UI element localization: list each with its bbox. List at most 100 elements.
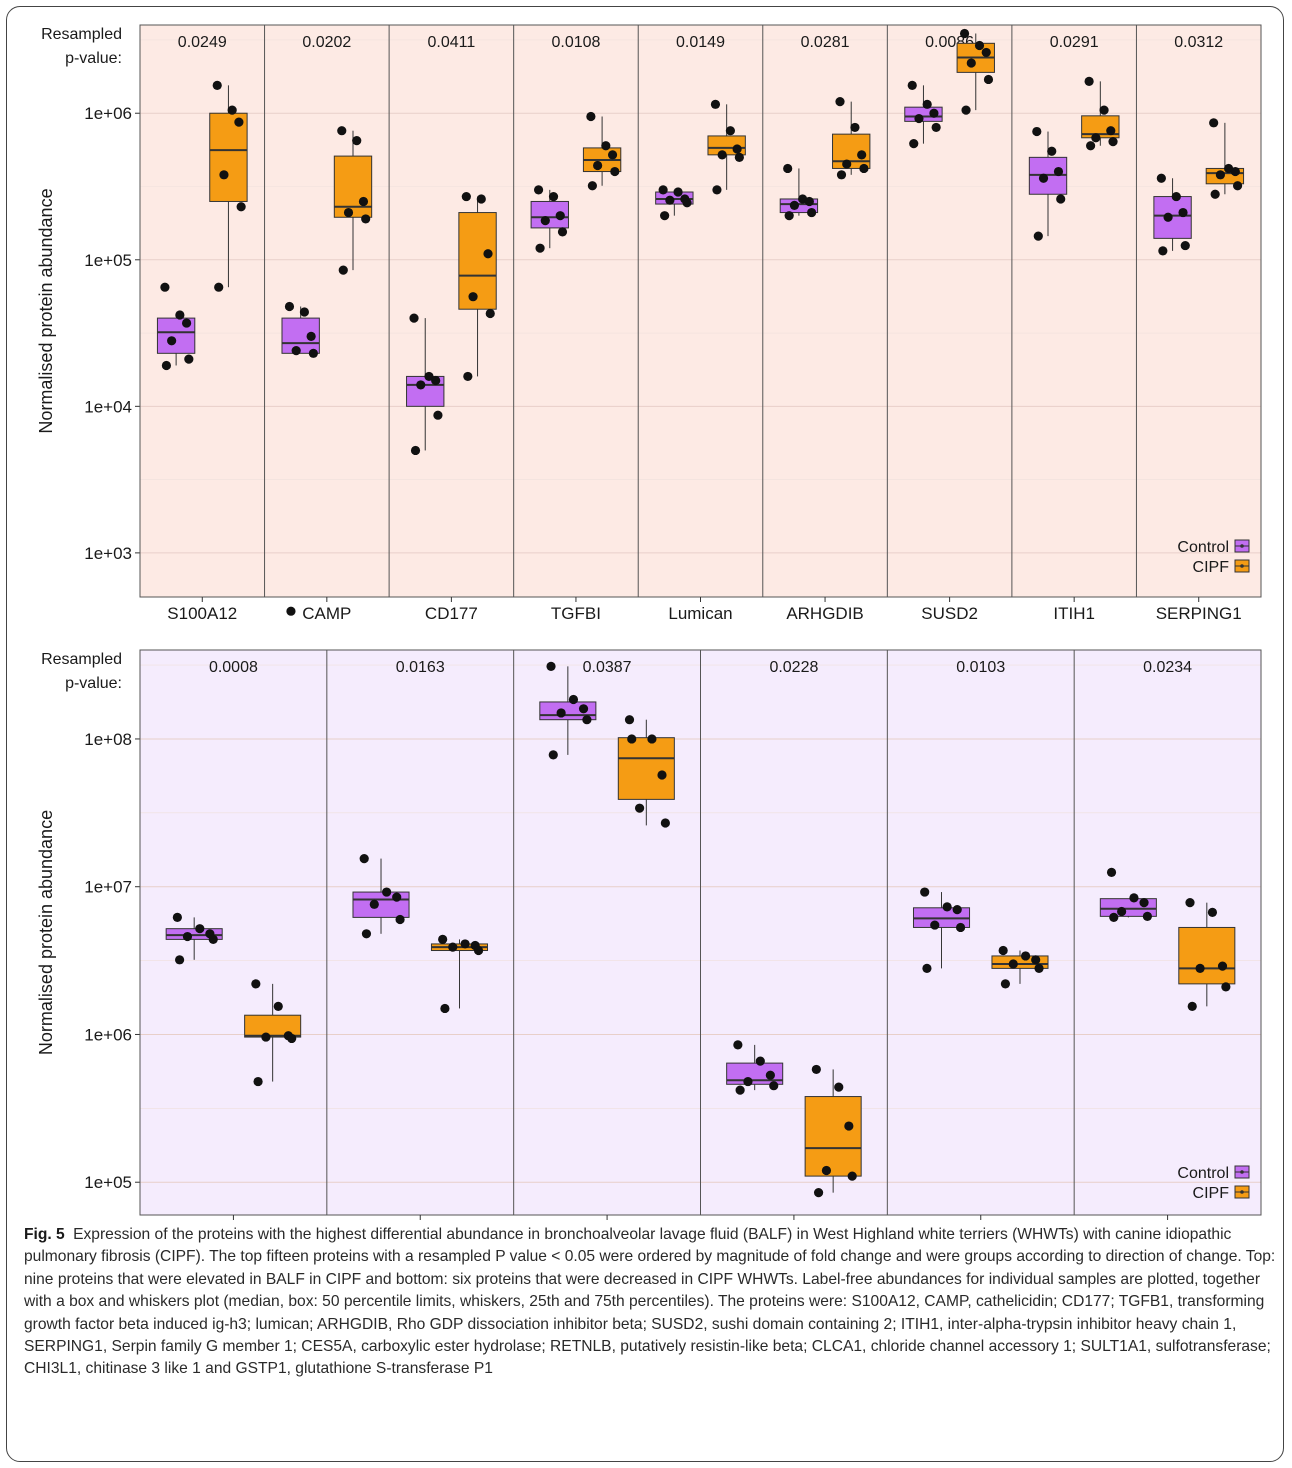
- cipf-point: [448, 942, 458, 952]
- pvalue-label: 0.0234: [1143, 659, 1192, 676]
- plot-border: [139, 649, 1262, 1216]
- cipf-point: [983, 74, 994, 85]
- control-point: [735, 1085, 745, 1095]
- cipf-point: [1106, 126, 1116, 136]
- cipf-point: [725, 126, 735, 136]
- control-point: [161, 360, 172, 371]
- control-point: [568, 694, 579, 705]
- control-point: [181, 318, 192, 328]
- cipf-point: [657, 770, 667, 780]
- control-point: [914, 113, 924, 124]
- control-point: [175, 955, 185, 965]
- cipf-point: [1210, 189, 1220, 199]
- cipf-point: [593, 160, 603, 171]
- legend-label: CIPF: [1193, 1185, 1230, 1202]
- control-point: [548, 750, 558, 760]
- legend-key-dot: [1240, 544, 1244, 548]
- y-tick-label: 1e+03: [84, 544, 132, 563]
- cipf-point: [219, 170, 229, 180]
- cipf-point: [251, 979, 261, 989]
- cipf-point: [1008, 959, 1018, 969]
- control-point: [369, 899, 379, 909]
- cipf-point: [1207, 907, 1218, 918]
- caption-label: Fig. 5: [24, 1226, 65, 1243]
- panel-label: CAMP: [302, 604, 351, 623]
- cipf-point: [440, 1003, 450, 1014]
- cipf-point: [1084, 76, 1094, 86]
- control-point: [308, 348, 318, 358]
- control-point: [172, 912, 182, 922]
- cipf-box: [458, 212, 497, 310]
- control-point: [410, 445, 421, 456]
- cipf-point: [859, 163, 869, 174]
- control-point: [361, 929, 372, 939]
- control-point: [299, 307, 310, 317]
- panel-label: Lumican: [668, 604, 732, 623]
- panel-label: ITIH1: [1053, 604, 1095, 623]
- control-point: [546, 661, 556, 671]
- panel-label: CD177: [425, 604, 478, 623]
- control-point: [660, 211, 670, 221]
- control-point: [286, 606, 296, 616]
- control-point: [291, 346, 301, 356]
- cipf-point: [647, 734, 657, 744]
- y-tick-label: 1e+05: [84, 1173, 132, 1192]
- control-point: [431, 375, 441, 386]
- cipf-point: [1108, 137, 1118, 147]
- control-point: [955, 922, 966, 933]
- cipf-point: [601, 141, 611, 151]
- panel-label: ARHGDIB: [786, 604, 863, 623]
- chart-bottom: 1e+05 1e+06 1e+07 1e+08 Normalised protein a…: [36, 649, 1262, 1220]
- control-point: [909, 139, 919, 149]
- figure-svg: 1e+03 1e+04 1e+05 1e+06 Normalised protein a…: [36, 24, 1262, 1220]
- cipf-point: [847, 1171, 857, 1181]
- control-point: [582, 715, 592, 725]
- control-point: [1038, 173, 1049, 183]
- control-point: [907, 80, 917, 90]
- cipf-point: [212, 80, 222, 90]
- cipf-point: [610, 166, 620, 177]
- cipf-point: [1230, 166, 1240, 177]
- control-point: [409, 313, 419, 323]
- control-point: [555, 211, 565, 221]
- cipf-point: [338, 265, 348, 275]
- figure-frame: [6, 6, 1284, 1462]
- cipf-point: [1034, 963, 1044, 973]
- cipf-point: [1099, 105, 1109, 115]
- control-box: [165, 928, 223, 940]
- cipf-point: [261, 1032, 271, 1042]
- control-point: [1033, 231, 1043, 241]
- cipf-point: [1091, 133, 1101, 143]
- panel-label: SUSD2: [921, 604, 978, 623]
- legend-key-dot: [1240, 564, 1244, 568]
- legend-key-dot: [1240, 1170, 1244, 1174]
- pvalue-label: 0.0249: [178, 34, 227, 51]
- pvalue-label: 0.0411: [428, 34, 476, 51]
- cipf-point: [1000, 979, 1011, 989]
- cipf-point: [343, 207, 354, 218]
- control-point: [665, 195, 675, 205]
- control-point: [1163, 212, 1173, 222]
- pvalue-label: 0.0108: [551, 34, 600, 51]
- legend-label: CIPF: [1193, 559, 1230, 576]
- cipf-point: [460, 939, 470, 949]
- control-point: [1156, 173, 1166, 183]
- cipf-box: [804, 1096, 862, 1177]
- control-point: [557, 227, 568, 237]
- pvalue-label: 0.0008: [209, 659, 258, 676]
- control-point: [807, 207, 817, 218]
- cipf-point: [468, 292, 478, 302]
- cipf-point: [1187, 1001, 1197, 1011]
- cipf-point: [634, 803, 645, 813]
- cipf-point: [587, 181, 597, 191]
- pvalue-label: 0.0163: [396, 659, 445, 676]
- cipf-point: [857, 150, 867, 160]
- control-point: [433, 410, 443, 420]
- y-tick-label: 1e+06: [84, 1025, 132, 1044]
- pvalue-label: 0.0149: [676, 34, 725, 51]
- pvalue-label: 0.0291: [1050, 34, 1099, 51]
- control-point: [733, 1040, 743, 1050]
- control-point: [755, 1056, 765, 1066]
- cipf-point: [1232, 181, 1243, 191]
- control-point: [195, 924, 205, 934]
